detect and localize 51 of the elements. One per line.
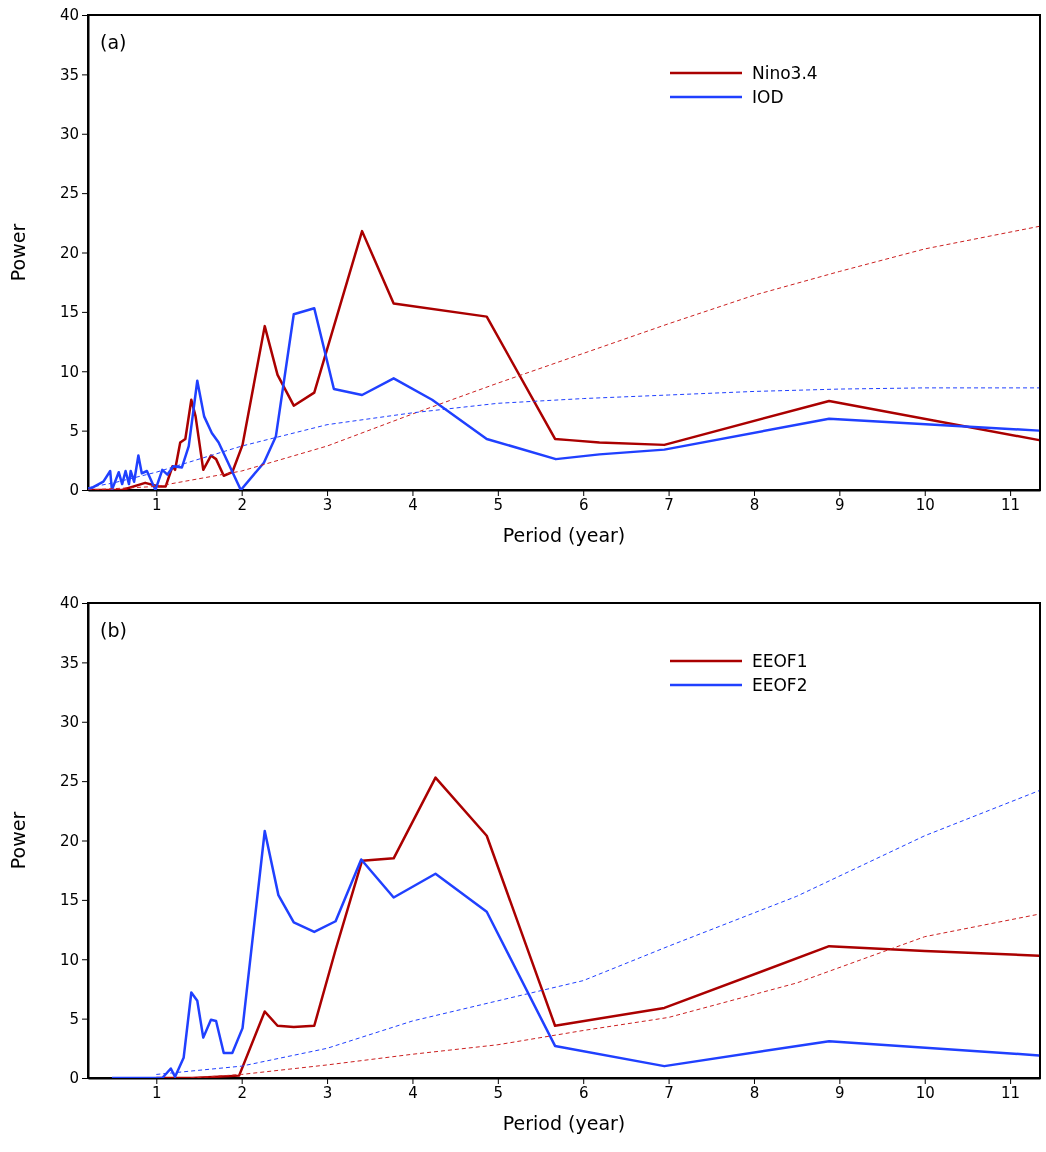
y-tick-label: 10 — [59, 950, 79, 969]
y-tick-label: 40 — [59, 6, 79, 25]
x-tick-label: 8 — [749, 495, 760, 514]
x-axis-title: Period (year) — [502, 1112, 626, 1134]
x-tick-label: 1 — [152, 495, 162, 514]
y-tick-label: 25 — [59, 184, 79, 203]
y-tick-label: 5 — [69, 1009, 79, 1028]
y-tick-label: 15 — [59, 891, 79, 910]
x-tick-label: 11 — [1001, 1083, 1021, 1102]
y-tick-label: 15 — [59, 303, 79, 322]
x-tick-label: 6 — [578, 495, 589, 514]
y-axis-title: Power — [7, 223, 29, 282]
x-tick-label: 7 — [664, 495, 674, 514]
x-tick-label: 5 — [493, 495, 504, 514]
legend-label: EEOF2 — [752, 675, 808, 695]
y-tick-label: 0 — [69, 481, 79, 500]
x-tick-label: 3 — [322, 495, 333, 514]
legend-label: Nino3.4 — [752, 63, 818, 83]
legend-label: EEOF1 — [752, 651, 808, 671]
y-tick-label: 30 — [59, 713, 79, 732]
y-tick-label: 25 — [59, 772, 79, 791]
annotation: (b) — [100, 619, 127, 641]
y-tick-label: 5 — [69, 421, 79, 440]
x-tick-label: 3 — [322, 1083, 333, 1102]
y-tick-label: 20 — [59, 243, 79, 262]
y-axis-title: Power — [7, 811, 29, 870]
annotation: (a) — [100, 31, 127, 53]
x-tick-label: 6 — [578, 1083, 589, 1102]
x-tick-label: 9 — [835, 1083, 845, 1102]
x-tick-label: 1 — [152, 1083, 162, 1102]
y-tick-label: 20 — [59, 831, 79, 850]
x-tick-label: 5 — [493, 1083, 504, 1102]
x-axis-title: Period (year) — [502, 524, 626, 546]
y-tick-label: 40 — [59, 594, 79, 613]
x-tick-label: 9 — [835, 495, 845, 514]
x-tick-label: 4 — [408, 1083, 418, 1102]
x-tick-label: 8 — [749, 1083, 760, 1102]
x-tick-label: 10 — [915, 1083, 935, 1102]
x-tick-label: 7 — [664, 1083, 674, 1102]
y-tick-label: 30 — [59, 125, 79, 144]
y-tick-label: 10 — [59, 362, 79, 381]
x-tick-label: 4 — [408, 495, 418, 514]
y-tick-label: 0 — [69, 1069, 79, 1088]
y-tick-label: 35 — [59, 65, 79, 84]
x-tick-label: 11 — [1001, 495, 1021, 514]
legend-label: IOD — [752, 87, 784, 107]
y-tick-label: 35 — [59, 653, 79, 672]
x-tick-label: 10 — [915, 495, 935, 514]
x-tick-label: 2 — [237, 1083, 247, 1102]
x-tick-label: 2 — [237, 495, 247, 514]
line-series — [189, 913, 1040, 1078]
